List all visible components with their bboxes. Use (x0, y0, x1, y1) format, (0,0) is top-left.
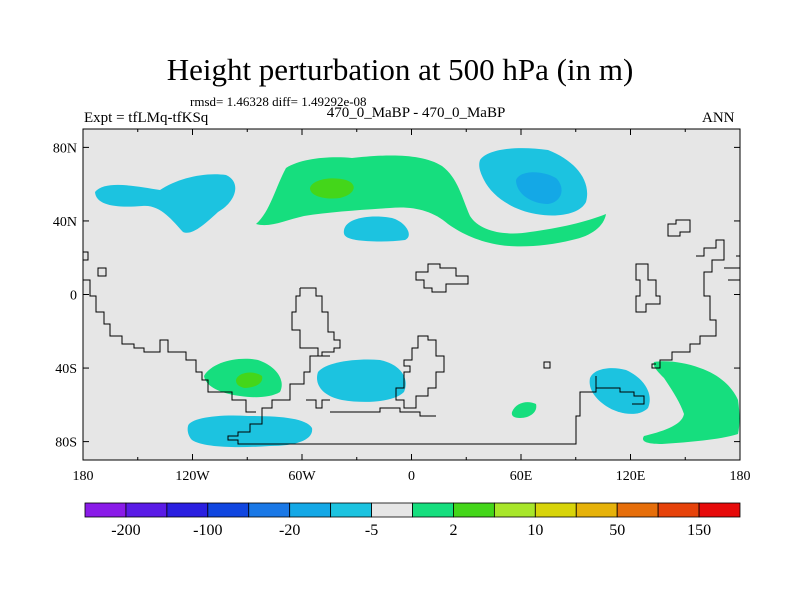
lon-tick-label: 180 (730, 469, 751, 484)
colorbar-label: 150 (687, 522, 711, 539)
colorbar-swatch (289, 502, 332, 518)
colorbar-swatch (534, 502, 577, 518)
colorbar-swatch (616, 502, 659, 518)
africa-west-coastline (291, 288, 330, 357)
lon-tick-label: 60W (288, 469, 316, 484)
maritime-coastline (724, 255, 740, 281)
lat-tick-label: 0 (70, 289, 77, 304)
lat-tick-label: 80N (53, 141, 77, 156)
colorbar-swatch (657, 502, 700, 518)
colorbar-swatch (125, 502, 168, 518)
africa-coastline (395, 335, 445, 409)
lat-tick-label: 40N (53, 215, 77, 230)
australian-high (642, 361, 740, 444)
south-indian-high (511, 402, 537, 418)
north-pacific-low (95, 174, 236, 233)
coastlines (83, 219, 740, 445)
colorbar-label: 10 (527, 522, 543, 539)
colorbar-swatch (207, 502, 250, 518)
atlantic-low (343, 216, 409, 242)
north-atlantic-high-core (310, 178, 354, 199)
colorbar-swatch (330, 502, 372, 518)
lon-tick-label: 120E (616, 469, 646, 484)
colorbar-swatch (575, 502, 618, 518)
asia-coastline (635, 263, 661, 313)
south-pacific-high-core (236, 372, 263, 388)
colorbar-swatch (698, 502, 741, 518)
colorbar-label: 50 (609, 522, 625, 539)
colorbar-swatch (166, 502, 209, 518)
colorbar-swatch (412, 502, 454, 518)
antarctica-edge (330, 407, 436, 417)
colorbar-label: -5 (365, 522, 378, 539)
south-atlantic-island (306, 399, 330, 409)
indian-ocean-islands (543, 361, 645, 405)
season-label: ANN (702, 110, 735, 126)
period-label: 470_0_MaBP - 470_0_MaBP (326, 105, 506, 121)
colorbar-swatch (248, 502, 291, 518)
europe-coastline (415, 263, 469, 293)
longitude-axis: 180 120W 60W 0 60E 120E 180 (73, 129, 751, 484)
colorbar-label: -100 (193, 522, 222, 539)
lat-tick-label: 40S (55, 362, 77, 377)
lon-tick-label: 180 (73, 469, 94, 484)
colorbar-label: -200 (111, 522, 140, 539)
lon-tick-label: 120W (175, 469, 210, 484)
south-america-coastline (227, 287, 597, 445)
experiment-label: Expt = tfLMq-tfKSq (84, 110, 209, 126)
south-atlantic-low (317, 359, 406, 402)
colorbar: -200 -100 -20 -5 2 10 50 150 (84, 502, 741, 539)
colorbar-swatch (493, 502, 536, 518)
central-america-coastline (83, 279, 256, 413)
page-title: Height perturbation at 500 hPa (in m) (166, 52, 634, 87)
colorbar-swatch (453, 502, 495, 518)
colorbar-label: 2 (449, 522, 457, 539)
siberian-low-core (516, 172, 562, 204)
latitude-axis: 80N 40N 0 40S 80S (53, 141, 740, 451)
north-atlantic-high (256, 155, 606, 247)
rmsd-stats: rmsd= 1.46328 diff= 1.49292e-08 (190, 94, 367, 109)
alaska-coastline (83, 251, 107, 277)
lat-tick-label: 80S (55, 436, 77, 451)
colorbar-swatch (84, 502, 127, 518)
pacific-rim-coastline (651, 239, 725, 369)
lon-tick-label: 0 (408, 469, 415, 484)
lon-tick-label: 60E (510, 469, 533, 484)
colorbar-label: -20 (279, 522, 300, 539)
east-asia-coastline (667, 219, 691, 237)
anomaly-regions (95, 148, 740, 448)
colorbar-swatch (371, 502, 413, 518)
